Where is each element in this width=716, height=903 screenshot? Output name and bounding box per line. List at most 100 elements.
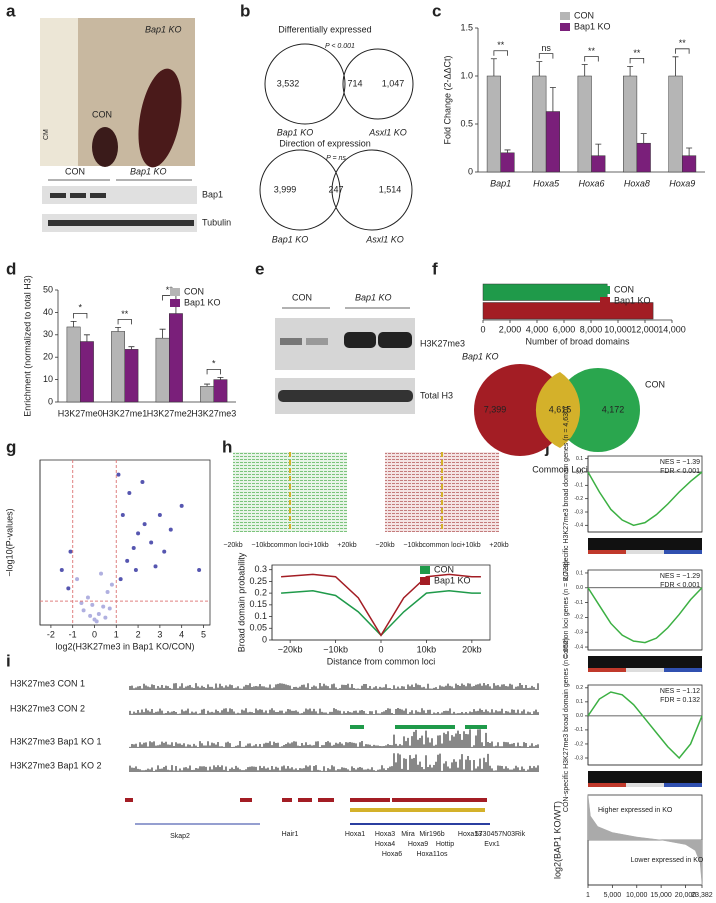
bar [486, 75, 501, 173]
error-bar [83, 334, 90, 342]
significance-label: * [212, 359, 216, 369]
lane-label: Bap1 KO [355, 292, 392, 302]
band [280, 338, 302, 345]
point [90, 602, 95, 607]
bar [545, 111, 560, 173]
panel-label: e [255, 259, 264, 278]
venn-label: Common Loci [532, 464, 588, 474]
band-label: H3K27me3 [420, 338, 465, 348]
legend-label: Bap1 KO [434, 575, 471, 585]
significance-label: ** [588, 46, 596, 56]
rank-bar [588, 550, 626, 554]
y-axis-label: Fold Change (2-ΔΔCt) [442, 55, 452, 144]
blot [42, 186, 197, 204]
panel-b [259, 43, 414, 231]
x-tick-label: 4,000 [526, 324, 549, 334]
point [116, 472, 121, 477]
legend-swatch [600, 297, 610, 305]
x-tick-label: 23,382 [691, 892, 713, 899]
panel-label: f [432, 259, 438, 278]
y-axis-label: KO-specific H3K27me3 broad domain genes … [563, 407, 570, 582]
y-tick-label: -0.1 [574, 600, 583, 606]
point [149, 540, 154, 545]
significance-bracket [675, 48, 690, 54]
y-tick-label: -0.2 [574, 615, 583, 621]
x-tick-label: 4 [179, 629, 184, 639]
point [81, 608, 86, 613]
x-tick-label: 1 [586, 892, 590, 899]
gene-label: Hottip [436, 841, 454, 848]
band-label: Bap1 [202, 189, 223, 199]
error-bar [504, 149, 511, 153]
bar [636, 142, 651, 173]
significance-bracket [538, 53, 554, 59]
y-tick-label: 0.2 [254, 588, 267, 598]
y-tick-label: 0 [48, 396, 53, 406]
x-tick-label: 2,000 [499, 324, 522, 334]
y-axis-label: Broad domain probability [236, 552, 246, 652]
error-bar [627, 66, 634, 76]
x-tick-label: 8,000 [580, 324, 603, 334]
heatmap-tick: −10kb [251, 542, 270, 549]
point [133, 568, 138, 572]
point [140, 480, 145, 484]
track-signal [129, 708, 539, 715]
legend-label: CON [184, 286, 204, 296]
point [179, 503, 184, 508]
band [50, 193, 66, 198]
area [587, 794, 703, 886]
panel-label: h [222, 437, 232, 456]
x-tick-label: H3K27me1 [102, 408, 147, 418]
x-tick-label: Hoxa8 [624, 178, 650, 188]
error-bar [217, 376, 224, 380]
point [162, 549, 167, 554]
x-tick-label: 2 [136, 629, 141, 639]
bar [111, 331, 126, 403]
spleen-con [92, 127, 118, 167]
point [197, 568, 202, 572]
annotation: FDR = 0.132 [660, 697, 700, 704]
gene-label: Hoxa4 [375, 841, 395, 848]
domain-block [240, 798, 252, 802]
panel-a: CM Bap1 KO CON CON Bap1 KO Bap1 Tubulin [40, 18, 231, 232]
track-label: H3K27me3 Bap1 KO 2 [10, 760, 102, 770]
line [587, 587, 703, 644]
bar [591, 155, 606, 173]
y-tick-label: -0.3 [574, 509, 583, 515]
gene-label: Hoxa1 [345, 831, 365, 838]
venn-count: 7,399 [484, 404, 507, 414]
common-block [350, 808, 485, 812]
y-axis-label: log2(BAP1 KO/WT) [552, 801, 562, 879]
x-tick-label: 1 [114, 629, 119, 639]
legend-swatch [170, 299, 180, 307]
y-axis-label: −log10(P-values) [4, 508, 14, 576]
plot-frame [39, 459, 211, 626]
x-tick-label: 6,000 [553, 324, 576, 334]
point [157, 513, 162, 517]
bar [124, 349, 139, 403]
point [109, 582, 114, 587]
lane-label: CON [65, 166, 85, 176]
bar [213, 379, 228, 403]
line [281, 573, 481, 637]
heatmap-tick: +20kb [489, 542, 508, 549]
gene-label: Hoxa9 [408, 841, 428, 848]
rank-bar [664, 783, 702, 787]
error-bar [159, 328, 166, 339]
point [120, 513, 125, 517]
x-tick-label: −20kb [278, 644, 303, 654]
point [59, 568, 64, 572]
point [153, 564, 158, 569]
gene-label: Mir196b [419, 831, 444, 838]
rank-bar [588, 783, 626, 787]
venn-label: Bap1 KO [272, 234, 309, 244]
y-tick-label: 0.0 [576, 713, 583, 719]
hit-bar [588, 656, 702, 668]
legend-label: Bap1 KO [184, 297, 221, 307]
domain-block [350, 725, 364, 729]
panel-label: g [6, 437, 16, 456]
panel-label: a [6, 1, 16, 20]
band-label: Tubulin [202, 217, 231, 227]
y-tick-label: 0.0 [576, 585, 583, 591]
gene-label: 5730457N03Rik [475, 831, 526, 838]
